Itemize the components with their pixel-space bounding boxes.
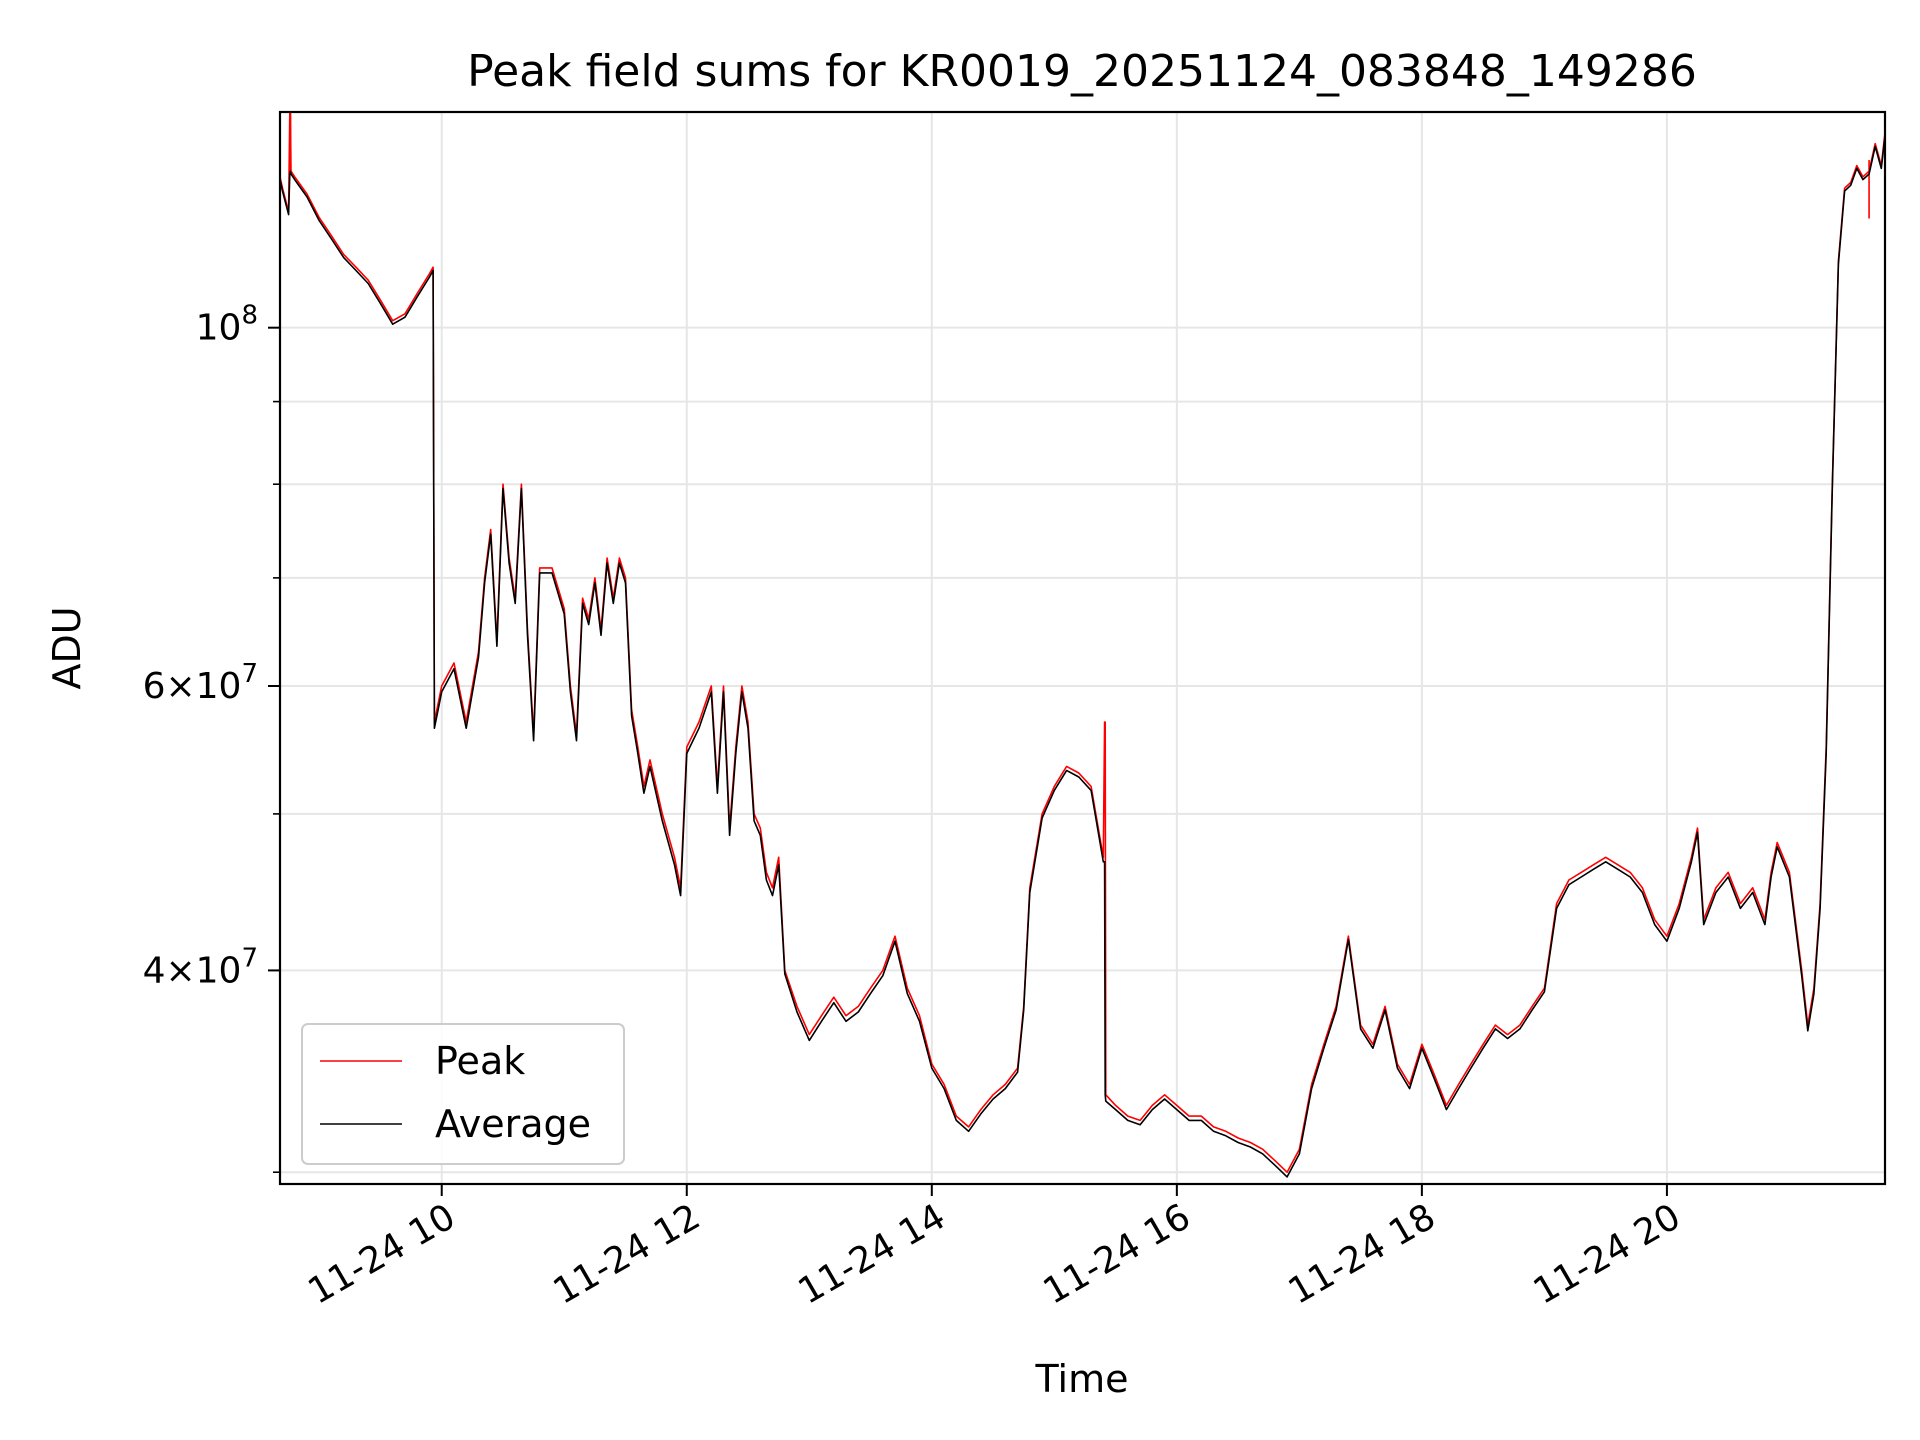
- y-tick-label: 108: [196, 301, 258, 349]
- y-tick-label: 6×107: [143, 659, 258, 707]
- y-tick-label: 4×107: [143, 943, 258, 991]
- legend-box: [301, 1023, 625, 1165]
- y-axis: 108 6×107 4×107: [143, 301, 280, 1174]
- series-layer: [280, 112, 1885, 1178]
- y-axis-label: ADU: [45, 606, 89, 689]
- x-axis-label: Time: [1035, 1357, 1129, 1401]
- series-line-average: [280, 135, 1885, 1178]
- legend-label-peak: Peak: [435, 1039, 525, 1083]
- grid: [280, 112, 1885, 1184]
- legend: Peak Average: [301, 1023, 625, 1165]
- chart-title: Peak field sums for KR0019_20251124_0838…: [467, 46, 1697, 97]
- legend-label-average: Average: [435, 1102, 591, 1146]
- plot-frame: [278, 110, 1887, 1186]
